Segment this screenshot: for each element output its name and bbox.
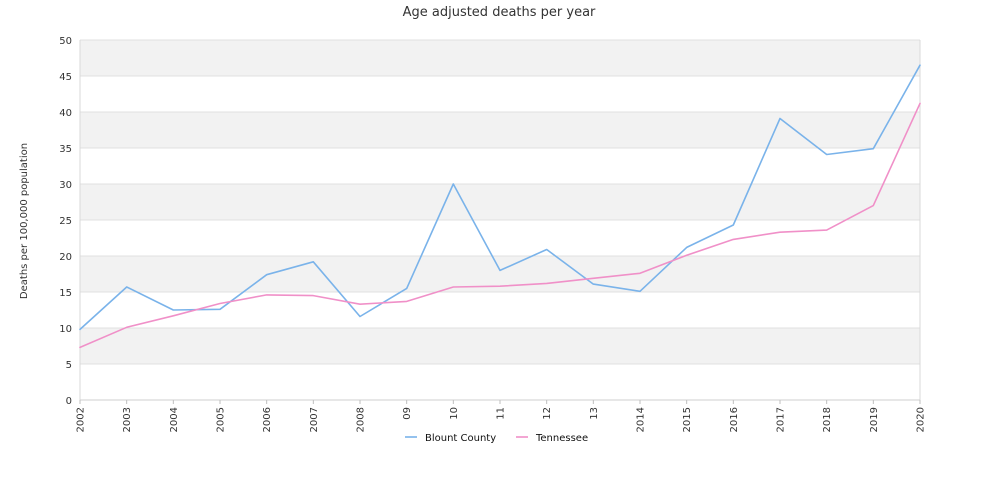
legend: Blount County Tennessee	[405, 433, 588, 444]
x-tick-label: 2003	[122, 407, 133, 432]
background-band	[80, 40, 920, 76]
x-tick-label: 2005	[216, 407, 227, 432]
grid-lines	[80, 39, 920, 401]
x-tick-label: 2004	[169, 407, 180, 432]
y-tick-label: 5	[66, 360, 72, 371]
x-tick-label: 12	[542, 407, 553, 420]
x-tick-label: 2019	[869, 407, 880, 432]
y-tick-label: 0	[66, 396, 72, 407]
series-lines	[79, 64, 921, 349]
x-tick-label: 2018	[822, 407, 833, 432]
y-tick-labels: 0 5 10 15 20 25 30 35 40 45 50	[59, 36, 72, 407]
x-tick-label: 2014	[636, 407, 647, 432]
y-axis-label: Deaths per 100,000 population	[19, 143, 30, 299]
x-tick-label: 2002	[76, 407, 87, 432]
background-band	[80, 328, 920, 364]
y-tick-label: 45	[59, 72, 72, 83]
x-tick-label: 2017	[776, 407, 787, 432]
series-line-blount-county	[79, 64, 921, 331]
x-tick-label: 2008	[356, 407, 367, 432]
x-tick-label: 2015	[682, 407, 693, 432]
x-tick-label: 2007	[309, 407, 320, 432]
series-line-tennessee	[79, 102, 921, 349]
legend-label: Blount County	[425, 433, 496, 444]
y-tick-label: 40	[59, 108, 72, 119]
x-tick-label: 10	[449, 407, 460, 420]
y-tick-label: 25	[59, 216, 72, 227]
y-tick-label: 30	[59, 180, 72, 191]
y-tick-label: 20	[59, 252, 72, 263]
y-tick-label: 50	[59, 36, 72, 47]
axes	[79, 40, 921, 404]
x-tick-labels: 2002 2003 2004 2005 2006 2007 2008 09 10 11 12 13 20…	[76, 407, 927, 432]
x-tick-label: 13	[589, 407, 600, 420]
legend-item-blount-county: Blount County	[405, 433, 496, 444]
y-tick-label: 10	[59, 324, 72, 335]
chart-title: Age adjusted deaths per year	[403, 5, 596, 20]
x-tick-label: 11	[496, 407, 507, 420]
legend-item-tennessee: Tennessee	[516, 433, 588, 444]
background-band	[80, 184, 920, 220]
background-bands	[80, 40, 920, 364]
legend-label: Tennessee	[535, 433, 588, 444]
y-tick-label: 15	[59, 288, 72, 299]
x-tick-label: 09	[402, 407, 413, 420]
x-tick-label: 2016	[729, 407, 740, 432]
x-tick-label: 2006	[262, 407, 273, 432]
x-tick-label: 2020	[916, 407, 927, 432]
y-tick-label: 35	[59, 144, 72, 155]
